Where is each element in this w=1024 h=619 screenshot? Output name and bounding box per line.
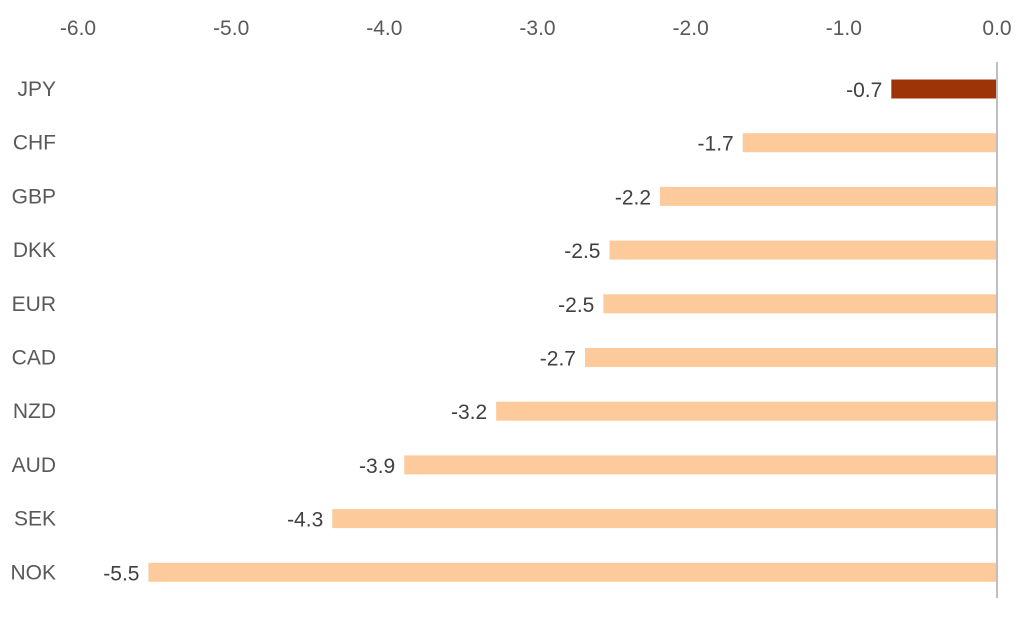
data-label-chf: -1.7: [698, 133, 734, 156]
data-label-jpy: -0.7: [846, 79, 882, 102]
data-label-dkk: -2.5: [564, 240, 600, 263]
data-label-eur: -2.5: [558, 294, 594, 317]
bar-chf: [742, 133, 997, 153]
x-tick-label: -1.0: [826, 17, 862, 40]
category-label-sek: SEK: [14, 508, 56, 531]
x-tick-label: -4.0: [366, 17, 402, 40]
data-label-gbp: -2.2: [615, 186, 651, 209]
bar-cad: [584, 348, 997, 367]
category-label-chf: CHF: [13, 132, 56, 155]
category-label-nok: NOK: [10, 561, 56, 584]
bar-aud: [404, 455, 997, 475]
data-label-aud: -3.9: [359, 455, 395, 478]
x-tick-label: -6.0: [60, 17, 96, 40]
x-tick-label: 0.0: [982, 17, 1011, 40]
data-label-sek: -4.3: [287, 509, 323, 532]
category-label-nzd: NZD: [13, 400, 56, 423]
category-label-gbp: GBP: [12, 185, 56, 208]
category-label-dkk: DKK: [13, 239, 56, 262]
data-labels: -0.7 -1.7 -2.2 -2.5 -2.5 -2.7 -3.2 -3.9 -4.3 -5.5: [103, 79, 882, 585]
x-tick-label: -3.0: [519, 17, 555, 40]
x-tick-label: -2.0: [673, 17, 709, 40]
data-label-cad: -2.7: [540, 348, 576, 371]
bar-jpy: [891, 79, 997, 99]
x-tick-label: -5.0: [213, 17, 249, 40]
category-label-eur: EUR: [12, 293, 56, 316]
data-label-nok: -5.5: [103, 562, 139, 585]
category-label-cad: CAD: [12, 347, 56, 370]
category-label-aud: AUD: [12, 454, 56, 477]
bar-sek: [332, 509, 997, 529]
category-labels: JPY CHF GBP DKK EUR CAD NZD AUD SEK NOK: [10, 78, 56, 584]
category-label-jpy: JPY: [17, 78, 56, 101]
x-axis-tick-labels: -6.0 -5.0 -4.0 -3.0 -2.0 -1.0 0.0: [60, 17, 1012, 40]
bar-dkk: [609, 240, 997, 260]
bar-series: [148, 79, 997, 582]
bar-nok: [148, 562, 997, 582]
bar-nzd: [496, 401, 997, 421]
data-label-nzd: -3.2: [451, 401, 487, 424]
bar-gbp: [660, 186, 997, 206]
bar-eur: [603, 294, 997, 314]
